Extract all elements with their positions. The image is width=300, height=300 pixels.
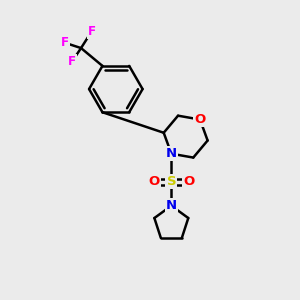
Text: N: N [166, 199, 177, 212]
Text: O: O [194, 113, 206, 126]
Text: S: S [167, 176, 176, 188]
Text: F: F [87, 25, 95, 38]
Text: N: N [166, 199, 177, 212]
Text: F: F [61, 36, 69, 49]
Text: O: O [183, 176, 194, 188]
Text: O: O [148, 176, 160, 188]
Text: N: N [166, 147, 177, 160]
Text: F: F [68, 55, 76, 68]
